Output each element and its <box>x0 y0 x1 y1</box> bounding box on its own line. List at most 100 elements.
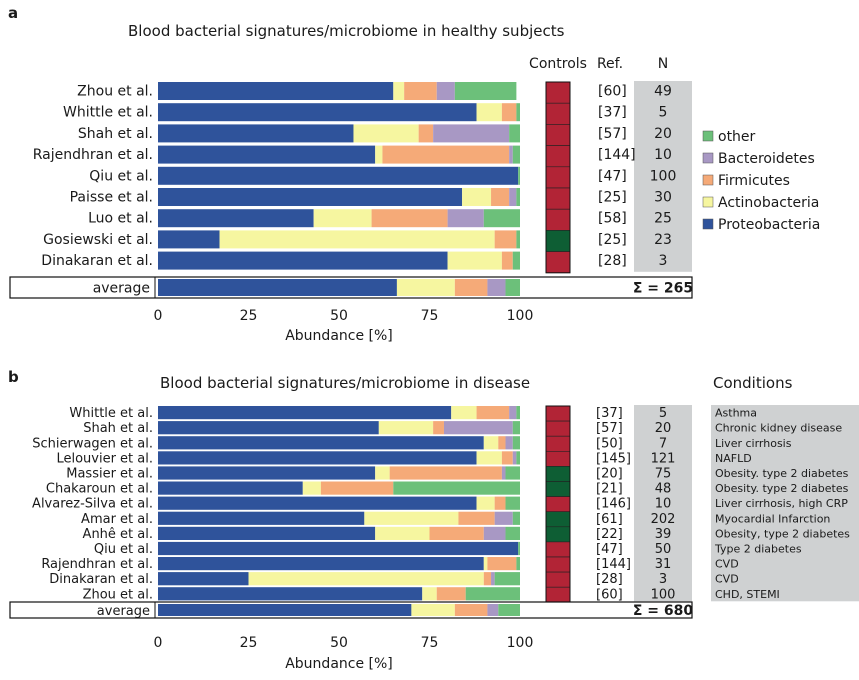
table-row: Whittle et al. [37] 5 <box>63 102 667 125</box>
study-label: Zhou et al. <box>83 587 153 602</box>
ref-cell: [47] <box>596 542 623 557</box>
bar-segment-firmicutes <box>501 103 517 122</box>
bar-segment-actinobacteria <box>375 145 383 164</box>
average-segment-other <box>498 604 520 616</box>
bar-segment-actinobacteria <box>462 188 492 206</box>
control-marker-red <box>545 420 571 437</box>
average-label: average <box>97 604 150 619</box>
table-row: Qiu et al. [47] 50 Type 2 diabetes <box>94 541 802 558</box>
condition-cell: Obesity. type 2 diabetes <box>715 482 849 495</box>
ref-cell: [144] <box>596 557 631 572</box>
average-segment-actinobacteria <box>411 604 455 616</box>
bar-segment-other <box>512 436 520 450</box>
table-row: Massier et al. [20] 75 Obesity. type 2 diab… <box>66 466 849 482</box>
table-row: Rajendhran et al. [144] 31 CVD <box>41 556 739 573</box>
table-row: Gosiewski et al. [25] 23 <box>43 230 672 252</box>
control-marker-red <box>545 450 571 467</box>
chart-title: Blood bacterial signatures/microbiome in… <box>128 22 565 40</box>
x-tick-label: 50 <box>330 308 348 324</box>
control-marker-red <box>545 586 571 603</box>
control-marker-red <box>545 541 571 558</box>
bar-segment-actinobacteria <box>483 557 488 571</box>
bar-segment-firmicutes <box>476 406 510 420</box>
study-label: Anhê et al. <box>83 527 153 542</box>
n-cell: 100 <box>651 587 676 602</box>
average-segment-other <box>505 279 520 296</box>
bar-segment-bacteroidetes <box>491 572 495 586</box>
average-segment-firmicutes <box>454 279 488 296</box>
legend-swatch-actinobacteria <box>702 196 714 208</box>
conditions-column-background <box>711 405 859 602</box>
legend-swatch-proteobacteria <box>702 218 714 230</box>
x-tick-label: 0 <box>154 635 163 651</box>
average-segment-proteobacteria <box>158 279 397 296</box>
conditions-header: Conditions <box>713 374 793 392</box>
study-label: Zhou et al. <box>77 84 153 100</box>
bar-segment-actinobacteria <box>378 421 434 435</box>
bar-segment-bacteroidetes <box>447 209 484 228</box>
control-marker-red <box>545 251 571 274</box>
n-column-background <box>634 405 692 602</box>
legend-swatch-other <box>702 130 714 142</box>
study-label: Chakaroun et al. <box>46 482 153 497</box>
x-tick-label: 100 <box>507 635 534 651</box>
bar-segment-proteobacteria <box>158 436 484 450</box>
n-cell: 31 <box>655 557 672 572</box>
bar-segment-firmicutes <box>501 251 513 270</box>
study-label: Whittle et al. <box>69 406 153 421</box>
study-label: Qiu et al. <box>89 168 153 184</box>
average-segment-firmicutes <box>454 604 488 616</box>
bar-segment-actinobacteria <box>476 103 502 122</box>
bar-segment-proteobacteria <box>158 406 452 420</box>
ref-cell: [57] <box>598 126 627 142</box>
ref-cell: [37] <box>596 406 623 421</box>
ref-cell: [22] <box>596 527 623 542</box>
control-marker-green <box>545 526 571 543</box>
control-marker-red <box>545 166 571 189</box>
x-tick-label: 0 <box>154 308 163 324</box>
x-tick-label: 100 <box>507 308 534 324</box>
study-label: Qiu et al. <box>94 542 153 557</box>
bar-segment-proteobacteria <box>158 541 519 556</box>
n-cell: 3 <box>659 572 667 587</box>
control-marker-red <box>545 81 571 104</box>
bar-segment-other <box>518 166 520 185</box>
bar-segment-other <box>516 103 520 122</box>
condition-cell: CVD <box>715 558 739 571</box>
table-row: Dinakaran et al. [28] 3 CVD <box>49 571 739 588</box>
average-segment-proteobacteria <box>158 604 412 616</box>
study-label: Whittle et al. <box>63 105 153 121</box>
panel-b: b Blood bacterial signatures/microbiome i… <box>8 368 859 672</box>
condition-cell: Obesity. type 2 diabetes <box>715 467 849 480</box>
x-axis-title: Abundance [%] <box>285 328 393 344</box>
ref-cell: [20] <box>596 467 623 482</box>
condition-cell: CHD, STEMI <box>715 588 780 601</box>
bar-segment-actinobacteria <box>375 526 430 540</box>
table-row: Amar et al. [61] 202 Myocardial Infarction <box>81 511 830 528</box>
bar-segment-firmicutes <box>404 82 437 100</box>
bar-segment-proteobacteria <box>158 166 519 185</box>
study-label: Amar et al. <box>81 512 153 527</box>
n-cell: 30 <box>654 190 672 206</box>
table-row: Anhê et al. [22] 39 Obesity, type 2 diabete… <box>83 526 850 543</box>
legend-label: other <box>718 129 756 145</box>
ref-cell: [28] <box>596 572 623 587</box>
average-segment-bacteroidetes <box>487 279 506 296</box>
study-label: Dinakaran et al. <box>41 253 153 269</box>
bar-segment-bacteroidetes <box>505 436 513 450</box>
bar-segment-firmicutes <box>433 421 444 435</box>
bar-segment-other <box>516 188 520 206</box>
study-label: Shah et al. <box>78 126 153 142</box>
bar-segment-other <box>512 511 520 525</box>
study-label: Massier et al. <box>66 467 153 482</box>
table-row: Zhou et al. [60] 100 CHD, STEMI <box>83 586 780 603</box>
bar-segment-firmicutes <box>483 572 492 586</box>
bar-segment-other <box>505 496 520 510</box>
bar-segment-firmicutes <box>487 557 517 571</box>
ref-cell: [25] <box>598 190 627 206</box>
control-marker-green <box>545 511 571 528</box>
chart-title: Blood bacterial signatures/microbiome in… <box>160 374 530 392</box>
bar-segment-proteobacteria <box>158 496 477 510</box>
bar-segment-bacteroidetes <box>512 451 517 465</box>
table-row: Luo et al. [58] 25 <box>88 208 672 231</box>
